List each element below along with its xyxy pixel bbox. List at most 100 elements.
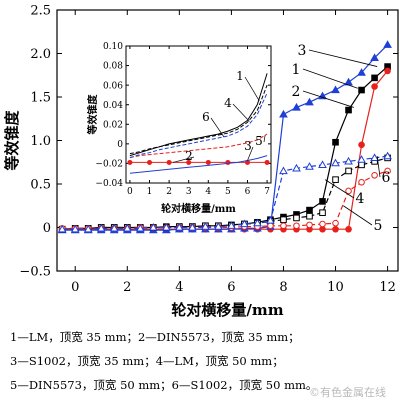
main-series-6-point bbox=[253, 218, 262, 227]
inset-y-tick-label: −0.02 bbox=[95, 160, 123, 170]
main-series-5-point bbox=[358, 178, 365, 186]
inset-x-tick-label: 4 bbox=[205, 187, 211, 197]
main-y-tick-label: 1.5 bbox=[30, 91, 51, 106]
main-series-4-point bbox=[358, 161, 365, 169]
main-series-6-point bbox=[331, 158, 340, 167]
main-series-4-point bbox=[280, 216, 287, 223]
main-series-3-point bbox=[292, 102, 301, 111]
main-series-1-label: 1 bbox=[292, 62, 301, 78]
main-series-6-point bbox=[370, 153, 379, 162]
main-series-6-point bbox=[318, 160, 327, 168]
main-series-3-point bbox=[370, 53, 379, 61]
main-series-1-point bbox=[319, 198, 326, 205]
inset-series-3-leader bbox=[247, 146, 254, 161]
main-series-1-leader bbox=[302, 68, 358, 89]
main-series-1-point bbox=[332, 138, 339, 146]
main-series-6-point bbox=[148, 222, 158, 231]
inset-frame bbox=[125, 45, 272, 184]
main-series-2-point bbox=[345, 225, 352, 233]
inset-x-tick-label: 2 bbox=[166, 187, 172, 197]
main-series-2-leader bbox=[302, 90, 354, 108]
inset-series-6-leader bbox=[210, 117, 225, 138]
main-series-6-point bbox=[227, 221, 236, 229]
inset-series-1-leader bbox=[244, 76, 260, 101]
inset-series-4-label: 4 bbox=[224, 96, 232, 110]
main-series-5-point bbox=[332, 219, 339, 227]
inset-series-5-label: 5 bbox=[255, 134, 263, 148]
main-series-5-point bbox=[371, 172, 378, 179]
main-series-5-point bbox=[345, 187, 352, 195]
main-series-5-line bbox=[62, 170, 388, 229]
main-series-6-point bbox=[122, 223, 132, 232]
inset-y-tick-label: 0 bbox=[117, 140, 123, 150]
inset-y-tick-label: 0.04 bbox=[103, 101, 123, 111]
main-series-1-point bbox=[358, 86, 365, 94]
inset-series-2-point bbox=[127, 159, 133, 165]
main-series-6-point bbox=[201, 222, 210, 230]
main-series-3-point bbox=[331, 85, 340, 94]
inset-series-2-leader bbox=[172, 156, 195, 163]
main-series-6-line bbox=[62, 155, 388, 230]
inset-series-2-point bbox=[166, 159, 172, 165]
main-series-3-point bbox=[357, 68, 366, 76]
main-series-5-point bbox=[306, 221, 313, 229]
main-series-1-point bbox=[306, 206, 313, 214]
main-series-2-point bbox=[384, 67, 391, 75]
main-series-6-point bbox=[344, 156, 353, 165]
inset-series-6-label: 6 bbox=[202, 110, 210, 124]
main-series-3-leader bbox=[308, 49, 378, 67]
main-series-4-point bbox=[293, 214, 300, 222]
main-series-6-point bbox=[57, 224, 67, 233]
main-series-4-point bbox=[306, 212, 313, 220]
main-series-5-point bbox=[267, 222, 274, 230]
main-series-6-point bbox=[70, 224, 80, 233]
inset-series-2-point bbox=[205, 159, 211, 165]
main-series-6-point bbox=[135, 223, 145, 232]
inset-plot: 0 1 2 3 4 5 6 7 −0.04 −0.02 0 0.02 0.04 0.06 0.08 0.10 轮… bbox=[86, 42, 272, 215]
inset-y-axis-label: 等效锥度 bbox=[86, 94, 99, 135]
inset-series-3-line bbox=[129, 155, 268, 174]
inset-x-tick-label: 3 bbox=[186, 187, 192, 197]
main-series-6-point bbox=[214, 222, 223, 230]
main-y-axis-label: 等效锥度 bbox=[3, 110, 21, 171]
inset-x-tick-label: 6 bbox=[245, 187, 251, 197]
inset-series-2-point bbox=[147, 159, 153, 165]
main-series-6-point bbox=[357, 155, 366, 163]
main-series-6-point bbox=[292, 163, 301, 172]
main-y-tick-label: 2.5 bbox=[30, 4, 51, 19]
main-series-6-label: 6 bbox=[382, 170, 391, 186]
main-series-6-point bbox=[240, 219, 249, 228]
inset-series-4-leader bbox=[232, 103, 250, 122]
inset-series-1-line bbox=[129, 73, 268, 157]
main-series-2-label: 2 bbox=[292, 84, 301, 100]
main-series-6-point bbox=[279, 166, 288, 175]
main-series-5-point bbox=[280, 222, 287, 230]
main-series-1-point bbox=[345, 106, 352, 114]
inset-series-3-label: 3 bbox=[244, 139, 252, 153]
main-series-5-point bbox=[384, 167, 391, 175]
main-x-tick-label: 2 bbox=[123, 280, 131, 295]
main-x-tick-label: 10 bbox=[327, 280, 344, 295]
inset-x-tick-label: 5 bbox=[225, 187, 231, 197]
main-series-6-point bbox=[161, 222, 171, 231]
inset-x-axis-label: 轮对横移量/mm bbox=[161, 202, 236, 215]
inset-y-tick-label: 0.02 bbox=[103, 120, 123, 130]
main-series-5-point bbox=[293, 222, 300, 230]
main-series-4-point bbox=[319, 209, 326, 217]
main-series-4-leader bbox=[324, 179, 355, 199]
caption-line-1: 1—LM，顶宽 35 mm；2—DIN5573，顶宽 35 mm； bbox=[10, 330, 300, 344]
main-series-5-leader bbox=[343, 205, 373, 226]
main-x-tick-label: 4 bbox=[175, 280, 183, 295]
inset-series-5-leader bbox=[263, 134, 266, 143]
main-x-axis-label: 轮对横移量/mm bbox=[171, 301, 283, 319]
main-series-2-point bbox=[371, 83, 378, 90]
main-series-6-point bbox=[96, 223, 106, 232]
main-series-2-point bbox=[332, 225, 339, 233]
main-y-tick-label: 1.0 bbox=[30, 134, 51, 149]
main-series-6-point bbox=[305, 162, 314, 170]
main-plot: 0 2 4 6 8 10 12−0.500.51.01.52.02.5轮对横移量/mm等效锥… bbox=[3, 4, 399, 319]
inset-x-tick-label: 7 bbox=[264, 187, 270, 197]
inset-x-tick-label: 0 bbox=[127, 187, 133, 197]
inset-x-tick-label: 1 bbox=[147, 187, 153, 197]
inset-series-2-label: 2 bbox=[185, 149, 193, 163]
